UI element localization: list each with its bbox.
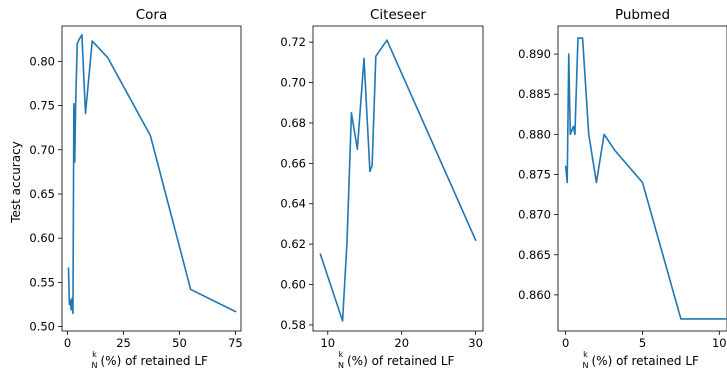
- y-tick-label: 0.70: [280, 76, 306, 90]
- y-tick-label: 0.65: [29, 187, 55, 201]
- x-tick-label: 5: [639, 336, 646, 350]
- y-tick-label: 0.80: [29, 54, 55, 68]
- y-tick-label: 0.66: [280, 156, 306, 170]
- x-axis-label-k: k: [583, 350, 588, 359]
- series-line: [564, 37, 727, 320]
- x-axis-label-text: (%) of retained LF: [101, 354, 209, 368]
- y-axis-label: Test accuracy: [9, 141, 23, 224]
- x-tick-label: 50: [172, 336, 187, 350]
- x-axis-label-text: (%) of retained LF: [592, 354, 700, 368]
- x-tick-label: 10: [320, 336, 335, 350]
- x-axis-label-n: N: [583, 361, 589, 370]
- y-tick-label: 0.865: [518, 248, 551, 262]
- x-tick-label: 75: [228, 336, 243, 350]
- chart-title: Citeseer: [370, 7, 426, 23]
- chart-pubmed: Pubmed 0 5 10 0.860 0.865 0.870 0.875 0.880 0.885…: [518, 7, 727, 370]
- series-line: [67, 34, 237, 315]
- y-tick-label: 0.885: [518, 87, 551, 101]
- x-tick-label: 0: [64, 336, 71, 350]
- y-tick-label: 0.60: [29, 231, 55, 245]
- y-tick-label: 0.890: [518, 47, 551, 61]
- y-tick-label: 0.64: [280, 197, 306, 211]
- x-axis-label: kN (%) of retained LF: [583, 350, 700, 370]
- y-tick-label: 0.58: [280, 318, 306, 332]
- y-tick-label: 0.72: [280, 35, 306, 49]
- x-axis-label: kN (%) of retained LF: [92, 350, 209, 370]
- y-tick-label: 0.880: [518, 127, 551, 141]
- y-tick-label: 0.55: [29, 275, 55, 289]
- chart-citeseer: Citeseer 10 20 30 0.58 0.60 0.62 0.64 0.66 0.68 0.…: [280, 7, 484, 370]
- y-tick-label: 0.860: [518, 288, 551, 302]
- plot-frame: [61, 25, 242, 332]
- x-tick-label: 0: [562, 336, 569, 350]
- y-tick-label: 0.60: [280, 278, 306, 292]
- y-tick-label: 0.50: [29, 320, 55, 334]
- plot-frame: [312, 25, 484, 332]
- x-tick-label: 25: [116, 336, 131, 350]
- chart-cora: Cora 0 25 50 75 0.50 0.55 0.60 0.65 0.70 0.75 0.80 k…: [29, 7, 242, 370]
- x-axis-label-n: N: [92, 361, 98, 370]
- y-tick-label: 0.62: [280, 237, 306, 251]
- x-axis-label-k: k: [339, 350, 344, 359]
- chart-title: Pubmed: [615, 7, 670, 23]
- chart-title: Cora: [136, 7, 168, 23]
- x-axis-label: kN (%) of retained LF: [338, 350, 455, 370]
- y-tick-label: 0.68: [280, 116, 306, 130]
- x-tick-label: 30: [468, 336, 483, 350]
- x-axis-label-text: (%) of retained LF: [347, 354, 455, 368]
- y-tick-label: 0.870: [518, 208, 551, 222]
- x-tick-label: 20: [394, 336, 409, 350]
- y-tick-label: 0.70: [29, 143, 55, 157]
- y-tick-label: 0.75: [29, 99, 55, 113]
- x-axis-label-n: N: [338, 361, 344, 370]
- x-tick-label: 10: [712, 336, 727, 350]
- y-tick-label: 0.875: [518, 167, 551, 181]
- series-line: [319, 39, 477, 322]
- x-axis-label-k: k: [92, 350, 97, 359]
